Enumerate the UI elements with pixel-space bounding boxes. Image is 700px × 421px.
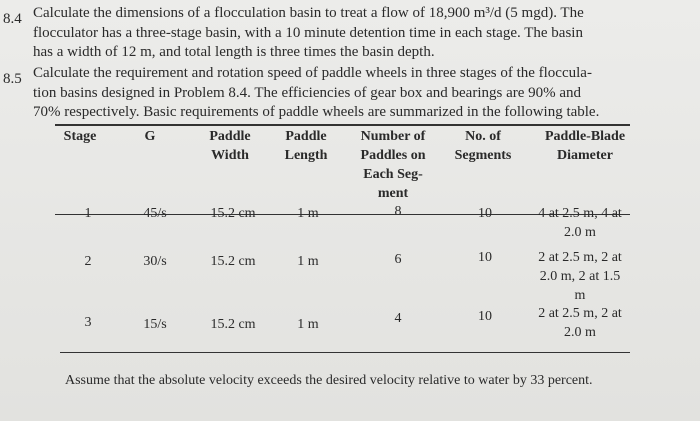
table-cell: 1 m xyxy=(297,317,319,332)
table-cell: 10 xyxy=(478,206,492,221)
table-cell: 2.0 m xyxy=(564,325,596,340)
header-cell: Paddles on xyxy=(360,148,426,163)
header-cell: Each Seg- xyxy=(363,167,423,182)
table-cell: 10 xyxy=(478,250,492,265)
problem-number: 8.4 xyxy=(3,11,22,27)
problem-text: flocculator has a three-stage basin, wit… xyxy=(33,24,583,41)
table-cell: 4 at 2.5 m, 4 at xyxy=(538,206,622,221)
table-cell: 1 xyxy=(84,206,92,221)
table-cell: m xyxy=(574,288,586,303)
table-cell: 2.0 m xyxy=(564,225,596,240)
table-cell: 30/s xyxy=(143,254,167,269)
header-cell: Number of xyxy=(360,129,426,144)
table-cell: 15/s xyxy=(143,317,167,332)
problem-text: 70% respectively. Basic requirements of … xyxy=(33,104,600,120)
problem-text: tion basins designed in Problem 8.4. The… xyxy=(33,84,582,101)
header-cell: No. of xyxy=(465,129,501,144)
table-cell: 15.2 cm xyxy=(210,254,256,269)
table-cell: 2 at 2.5 m, 2 at xyxy=(538,306,622,321)
table-cell: 2 at 2.5 m, 2 at xyxy=(538,250,622,265)
header-cell: Paddle xyxy=(285,129,327,144)
header-cell: G xyxy=(144,129,156,144)
table-bottom-rule xyxy=(60,352,630,353)
footnote: Assume that the absolute velocity exceed… xyxy=(65,373,593,388)
header-cell: Length xyxy=(284,148,328,163)
header-cell: Width xyxy=(211,148,249,163)
table-cell: 15.2 cm xyxy=(210,206,256,221)
table-cell: 4 xyxy=(394,311,402,326)
problem-text: Calculate the dimensions of a flocculati… xyxy=(33,5,584,21)
problem-number: 8.5 xyxy=(3,71,22,87)
table-cell: 1 m xyxy=(297,206,319,221)
header-cell: Stage xyxy=(63,129,97,144)
table-cell: 1 m xyxy=(297,254,319,269)
header-cell: ment xyxy=(377,186,409,201)
table-cell: 3 xyxy=(84,315,92,330)
header-cell: Paddle xyxy=(209,129,251,144)
problem-text: has a width of 12 m, and total length is… xyxy=(33,44,435,60)
table-top-rule xyxy=(55,124,630,126)
header-cell: Segments xyxy=(454,148,512,163)
table-cell: 45/s xyxy=(143,206,167,221)
header-rule xyxy=(55,214,630,215)
table-cell: 15.2 cm xyxy=(210,317,256,332)
table-cell: 10 xyxy=(478,309,492,324)
table-cell: 6 xyxy=(394,252,402,267)
table-cell: 8 xyxy=(394,204,402,219)
table-cell: 2.0 m, 2 at 1.5 xyxy=(539,269,621,284)
problem-text: Calculate the requirement and rotation s… xyxy=(33,65,592,81)
table-cell: 2 xyxy=(84,254,92,269)
header-cell: Paddle-Blade xyxy=(544,129,626,144)
header-cell: Diameter xyxy=(557,148,613,163)
